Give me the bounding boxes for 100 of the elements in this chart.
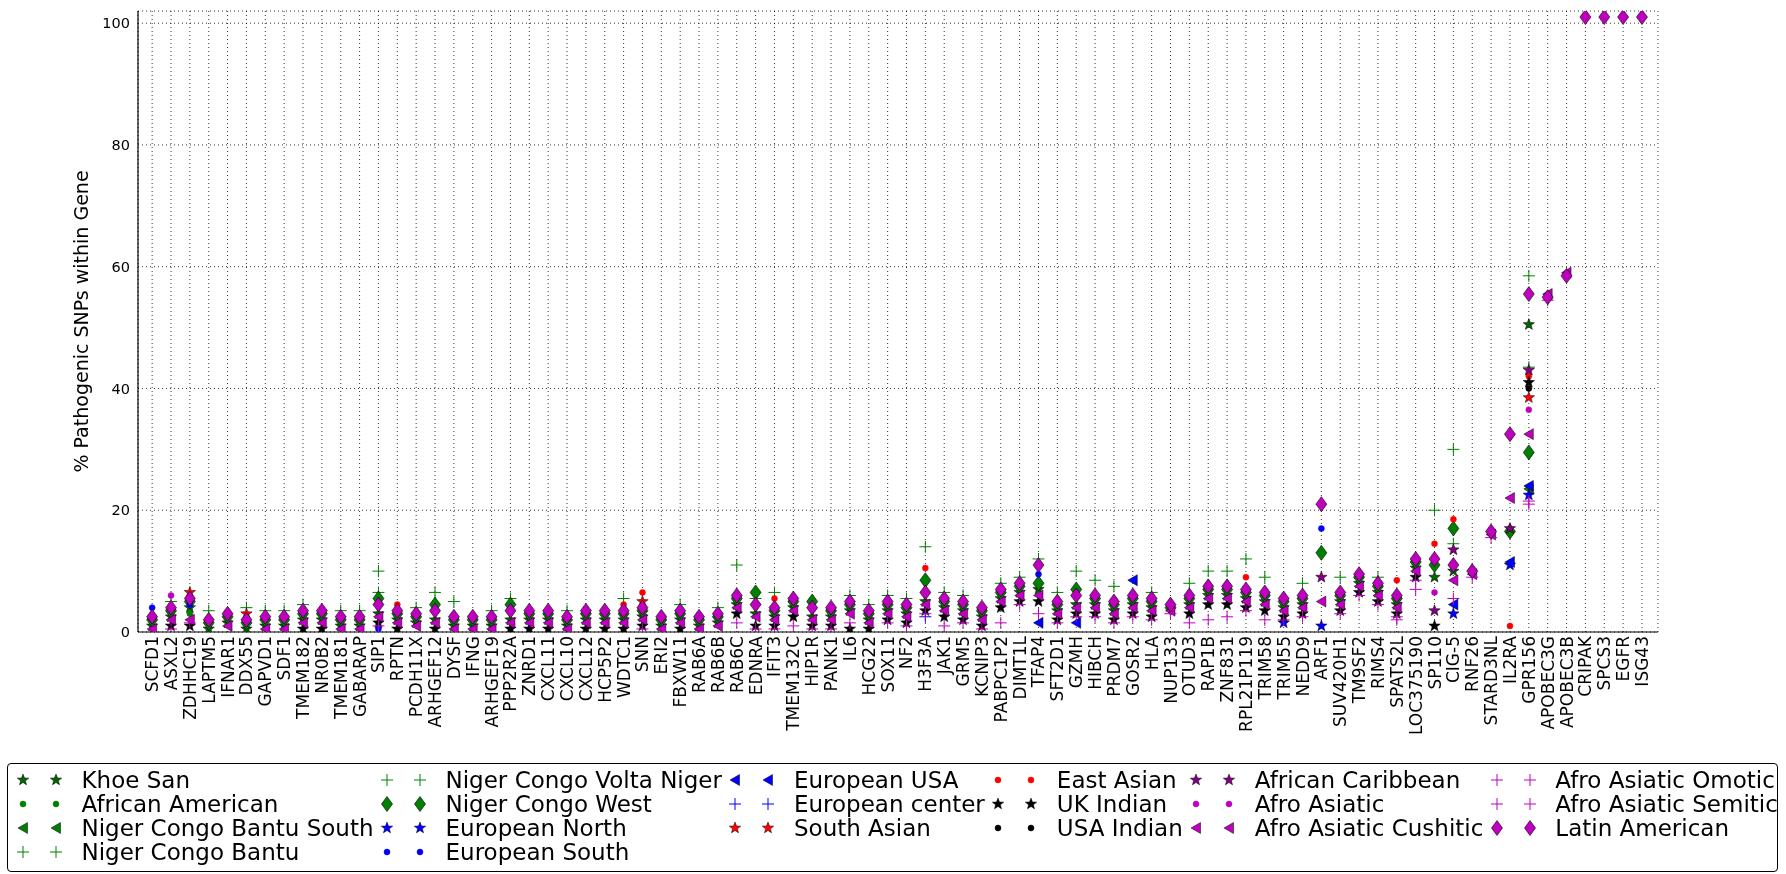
x-tick-label: APOBEC3G bbox=[1537, 636, 1558, 730]
x-tick-label: ZDHHC19 bbox=[179, 636, 200, 720]
x-tick-label: IFNAR1 bbox=[217, 636, 238, 698]
x-tick-label: NEDD9 bbox=[1292, 636, 1313, 697]
legend-label: Niger Congo Bantu South bbox=[81, 815, 374, 841]
x-tick-label: WDTC1 bbox=[613, 636, 634, 698]
x-tick-label: CIG-5 bbox=[1443, 636, 1464, 684]
y-axis-title: % Pathogenic SNPs within Gene bbox=[69, 170, 92, 473]
x-tick-label: IL6 bbox=[839, 636, 860, 662]
x-tick-label: OTUD3 bbox=[1179, 636, 1200, 697]
x-tick-label: SDF1 bbox=[274, 636, 295, 681]
x-tick-label: GOSR2 bbox=[1122, 636, 1143, 696]
x-tick-label: RPTN bbox=[387, 636, 408, 682]
x-tick-label: DYSF bbox=[443, 636, 464, 680]
x-tick-label: GABARAP bbox=[349, 636, 370, 718]
x-tick-label: H3F3A bbox=[915, 635, 936, 692]
x-tick-label: PCDH11X bbox=[406, 635, 427, 718]
x-tick-label: ASXL2 bbox=[161, 636, 181, 691]
legend-label: Afro Asiatic Omotic bbox=[1555, 767, 1775, 793]
x-tick-label: TMEM132C bbox=[783, 636, 804, 732]
x-tick-label: GRM5 bbox=[953, 636, 974, 687]
legend-label: Niger Congo Volta Niger bbox=[445, 767, 722, 793]
x-tick-label: CXCL11 bbox=[538, 636, 559, 702]
x-tick-label: HIP1R bbox=[802, 635, 823, 687]
x-tick-label: ARF1 bbox=[1311, 636, 1332, 681]
x-tick-label: NUP133 bbox=[1160, 636, 1181, 704]
x-tick-label: TMEM182 bbox=[293, 636, 314, 720]
x-tick-label: TFAP4 bbox=[1028, 636, 1049, 689]
x-tick-label: RAB6B bbox=[707, 636, 728, 693]
x-tick-label: SPATS2L bbox=[1386, 635, 1407, 708]
x-tick-label: CXCL10 bbox=[557, 636, 578, 702]
x-tick-label: SPCS3 bbox=[1594, 636, 1615, 691]
x-tick-label: NR0B2 bbox=[311, 636, 332, 694]
legend-label: East Asian bbox=[1056, 767, 1177, 793]
x-tick-label: KCNIP3 bbox=[971, 636, 992, 697]
legend-label: African Caribbean bbox=[1254, 767, 1461, 793]
x-tick-label: EDNRA bbox=[745, 635, 766, 696]
x-tick-label: ZNRD1 bbox=[519, 636, 540, 697]
x-tick-label: GAPVD1 bbox=[255, 636, 276, 707]
x-tick-label: SIP1 bbox=[368, 636, 389, 673]
x-tick-label: GPR156 bbox=[1518, 636, 1539, 704]
y-tick-label: 100 bbox=[102, 15, 130, 32]
y-tick-label: 60 bbox=[111, 258, 130, 275]
x-tick-label: RAP1B bbox=[1198, 636, 1219, 692]
legend-label: Afro Asiatic bbox=[1254, 791, 1385, 817]
x-tick-label: PANK1 bbox=[821, 636, 842, 692]
legend-label: Latin American bbox=[1555, 815, 1730, 841]
x-tick-label: LAPTM5 bbox=[198, 636, 219, 704]
x-tick-label: JAK1 bbox=[934, 636, 955, 676]
legend-label: Khoe San bbox=[81, 767, 190, 793]
x-tick-label: DDX55 bbox=[236, 636, 257, 696]
x-tick-label: HCP5P2 bbox=[594, 636, 615, 703]
legend-label: European USA bbox=[793, 767, 959, 793]
x-tick-label: STARD3NL bbox=[1481, 635, 1502, 726]
x-tick-label: TM9SF2 bbox=[1349, 636, 1370, 705]
y-tick-label: 40 bbox=[111, 380, 130, 397]
x-tick-label: LOC375190 bbox=[1405, 636, 1426, 736]
x-tick-label: SCFD1 bbox=[142, 636, 163, 693]
y-tick-label: 80 bbox=[111, 137, 130, 154]
x-tick-label: EGFR bbox=[1613, 635, 1634, 682]
x-tick-label: RNF26 bbox=[1462, 636, 1483, 692]
x-tick-label: GZMH bbox=[1066, 636, 1087, 689]
y-tick-label: 0 bbox=[120, 624, 130, 641]
legend-label: UK Indian bbox=[1056, 791, 1168, 817]
x-tick-label: ARHGEF12 bbox=[425, 636, 446, 728]
x-tick-label: APOBEC3B bbox=[1556, 636, 1577, 729]
x-tick-label: SP110 bbox=[1424, 636, 1445, 690]
x-tick-label: IFNG bbox=[462, 636, 483, 677]
x-tick-label: TRIM58 bbox=[1254, 636, 1275, 701]
x-tick-label: ISG43 bbox=[1631, 636, 1652, 687]
x-tick-label: HCG22 bbox=[858, 636, 879, 696]
x-tick-label: IL2RA bbox=[1499, 635, 1520, 685]
x-tick-label: HLA bbox=[1141, 635, 1162, 671]
x-tick-label: SFT2D1 bbox=[1047, 636, 1068, 702]
x-tick-label: SOX11 bbox=[877, 636, 898, 693]
y-tick-label: 20 bbox=[111, 502, 130, 519]
x-tick-label: SUV420H1 bbox=[1330, 636, 1351, 727]
x-tick-label: ARHGEF19 bbox=[481, 636, 502, 728]
x-tick-label: ERI2 bbox=[651, 636, 672, 675]
x-tick-label: FBXW11 bbox=[670, 636, 691, 708]
x-tick-label: DIMT1L bbox=[1009, 635, 1030, 700]
x-tick-label: TMEM181 bbox=[330, 636, 351, 720]
x-tick-label: ZNF831 bbox=[1217, 636, 1238, 703]
legend-label: Afro Asiatic Semitic bbox=[1555, 791, 1778, 817]
legend-label: USA Indian bbox=[1056, 815, 1183, 841]
x-tick-label: RIMS4 bbox=[1367, 636, 1388, 690]
x-tick-label: CXCL12 bbox=[575, 636, 596, 702]
legend-label: Afro Asiatic Cushitic bbox=[1254, 815, 1484, 841]
x-tick-label: HIBCH bbox=[1085, 636, 1106, 690]
x-tick-label: PPP2R2A bbox=[500, 635, 521, 712]
x-tick-label: RPL21P119 bbox=[1235, 636, 1256, 732]
x-tick-label: RAB6C bbox=[726, 636, 747, 694]
x-tick-label: TRIM55 bbox=[1273, 636, 1294, 701]
x-tick-label: RAB6A bbox=[689, 635, 710, 693]
x-tick-label: NF2 bbox=[896, 636, 917, 670]
x-tick-label: PABPC1P2 bbox=[990, 636, 1011, 723]
x-tick-label: PRDM7 bbox=[1103, 636, 1124, 697]
x-tick-label: IFIT3 bbox=[764, 636, 785, 678]
x-tick-label: CRIPAK bbox=[1575, 635, 1596, 697]
legend-label: African American bbox=[81, 791, 279, 817]
